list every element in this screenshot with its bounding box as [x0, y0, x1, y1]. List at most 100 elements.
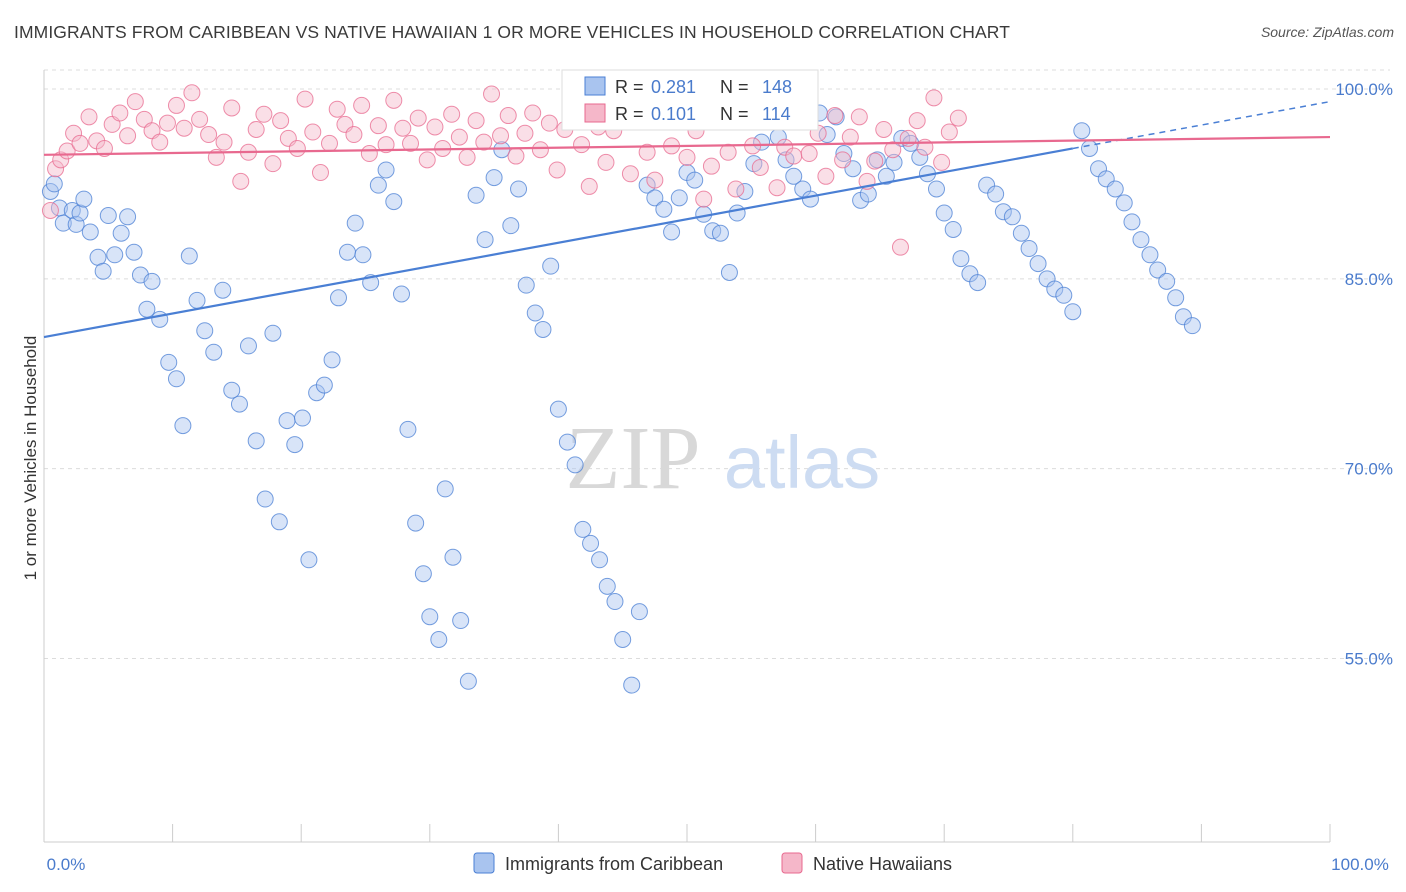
- hawaiian-point: [850, 108, 868, 126]
- hawaiian-point: [158, 114, 176, 132]
- caribbean-point: [606, 593, 624, 611]
- hawaiian-point: [875, 120, 893, 138]
- series-legend: Immigrants from Caribbean Native Hawaiia…: [473, 852, 952, 874]
- caribbean-point: [1106, 180, 1124, 198]
- hawaiian-point: [776, 138, 794, 156]
- bottom-legend-swatch-hawaiian[interactable]: [781, 852, 803, 874]
- caribbean-point: [41, 182, 59, 200]
- caribbean-point: [493, 141, 511, 159]
- caribbean-point: [125, 243, 143, 261]
- hawaiian-point: [377, 136, 395, 154]
- legend-r-label-hawaiian: R =: [615, 104, 644, 124]
- caribbean-point: [1055, 286, 1073, 304]
- hawaiian-point: [826, 107, 844, 125]
- hawaiian-point: [175, 119, 193, 137]
- caribbean-point: [711, 224, 729, 242]
- hawaiian-point: [695, 190, 713, 208]
- chart-title: IMMIGRANTS FROM CARIBBEAN VS NATIVE HAWA…: [14, 22, 1011, 42]
- caribbean-point: [952, 250, 970, 268]
- hawaiian-point: [531, 141, 549, 159]
- hawaiian-point: [288, 139, 306, 157]
- hawaiian-point: [817, 167, 835, 185]
- caribbean-point: [686, 171, 704, 189]
- hawaiian-point: [402, 134, 420, 152]
- caribbean-point: [1020, 239, 1038, 257]
- caribbean-point: [911, 148, 929, 166]
- hawaiian-point: [768, 179, 786, 197]
- caribbean-point: [1046, 280, 1064, 298]
- legend-n-value-hawaiian: 114: [762, 104, 791, 124]
- caribbean-point: [630, 603, 648, 621]
- hawaiian-point: [678, 148, 696, 166]
- caribbean-point: [385, 193, 403, 211]
- hawaiian-point: [450, 128, 468, 146]
- hawaiian-point: [272, 112, 290, 130]
- caribbean-point: [598, 577, 616, 595]
- caribbean-point: [1174, 308, 1192, 326]
- hawaiian-point: [426, 118, 444, 136]
- caribbean-point: [670, 189, 688, 207]
- caribbean-point: [801, 190, 819, 208]
- hawaiian-point: [296, 90, 314, 108]
- hawaiian-point: [369, 117, 387, 135]
- caribbean-point: [994, 203, 1012, 221]
- hawaiian-point: [353, 96, 371, 114]
- caribbean-point: [256, 490, 274, 508]
- hawaiian-point: [475, 133, 493, 151]
- hawaiian-point: [949, 109, 967, 127]
- caribbean-point: [582, 534, 600, 552]
- hawaiian-point: [167, 96, 185, 114]
- caribbean-point: [67, 215, 85, 233]
- caribbean-point: [558, 433, 576, 451]
- x-tick-label-min: 0.0%: [47, 855, 86, 874]
- hawaiian-point: [394, 119, 412, 137]
- caribbean-point: [71, 204, 89, 222]
- caribbean-point: [407, 514, 425, 532]
- hawaiian-point: [727, 180, 745, 198]
- hawaiian-point: [200, 126, 218, 144]
- caribbean-point: [1081, 139, 1099, 157]
- caribbean-point: [591, 551, 609, 569]
- hawaiian-point: [183, 84, 201, 102]
- caribbean-point: [338, 243, 356, 261]
- hawaiian-point: [866, 152, 884, 170]
- caribbean-point: [45, 175, 63, 193]
- caribbean-point: [542, 257, 560, 275]
- bottom-legend-swatch-caribbean[interactable]: [473, 852, 495, 874]
- hawaiian-point: [255, 105, 273, 123]
- caribbean-point: [143, 272, 161, 290]
- legend-r-label-caribbean: R =: [615, 77, 644, 97]
- caribbean-point: [877, 167, 895, 185]
- hawaiian-point: [52, 151, 70, 169]
- caribbean-point: [1029, 255, 1047, 273]
- y-tick-labels: 55.0% 70.0% 85.0% 100.0%: [1335, 80, 1393, 669]
- caribbean-point: [264, 324, 282, 342]
- caribbean-point: [421, 608, 439, 626]
- caribbean-point: [1132, 231, 1150, 249]
- caribbean-point: [566, 456, 584, 474]
- caribbean-point: [300, 551, 318, 569]
- caribbean-point: [346, 214, 364, 232]
- hawaiian-point: [548, 161, 566, 179]
- caribbean-point: [655, 200, 673, 218]
- legend-r-value-caribbean: 0.281: [651, 77, 696, 97]
- hawaiian-point: [540, 114, 558, 132]
- y-axis-title: 1 or more Vehicles in Household: [21, 336, 40, 581]
- caribbean-point: [54, 214, 72, 232]
- caribbean-point: [106, 246, 124, 264]
- hawaiian-point: [191, 110, 209, 128]
- watermark-atlas: atlas: [724, 421, 880, 504]
- caribbean-point: [614, 631, 632, 649]
- caribbean-point: [646, 189, 664, 207]
- caribbean-point: [180, 247, 198, 265]
- caribbean-point: [927, 180, 945, 198]
- bottom-legend-label-caribbean[interactable]: Immigrants from Caribbean: [505, 854, 723, 874]
- caribbean-point: [467, 186, 485, 204]
- legend-n-value-caribbean: 148: [762, 77, 792, 97]
- bottom-legend-label-hawaiian[interactable]: Native Hawaiians: [813, 854, 952, 874]
- hawaiian-point: [328, 100, 346, 118]
- caribbean-point: [205, 343, 223, 361]
- hawaiian-point: [311, 164, 329, 182]
- legend-r-value-hawaiian: 0.101: [651, 104, 696, 124]
- caribbean-point: [223, 381, 241, 399]
